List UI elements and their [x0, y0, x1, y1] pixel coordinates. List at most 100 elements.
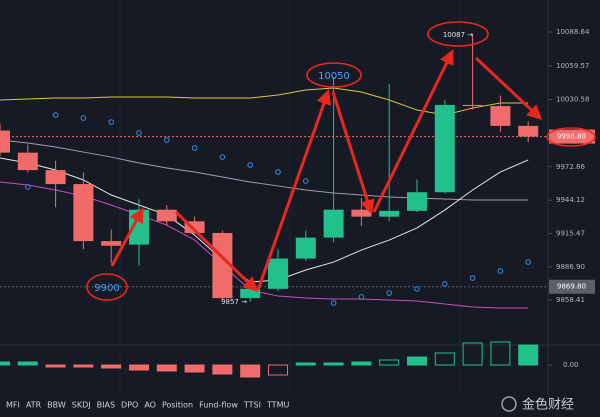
y-tick-label: 0.00: [563, 361, 579, 369]
histogram-bar: [490, 341, 511, 366]
candle-body: [518, 125, 539, 137]
price-tag-label: 9998.80: [557, 133, 586, 141]
sar-dot: [386, 290, 393, 296]
candle-body: [73, 184, 94, 242]
y-tick-label: 9858.41: [556, 296, 585, 304]
y-tick-label: 10088.64: [556, 28, 590, 36]
y-tick-label: 9972.86: [556, 163, 585, 171]
toolbar-item[interactable]: DPO: [121, 401, 138, 410]
histogram-bar: [323, 362, 344, 366]
toolbar: MFI ATR BBW SKDJ BIAS DPO AO Position Fund-flow T…: [6, 401, 289, 410]
candle-body: [490, 106, 511, 126]
ellipse: [546, 127, 596, 147]
toolbar-item[interactable]: SKDJ: [72, 401, 91, 410]
histogram-bar: [184, 364, 205, 373]
candle-body: [212, 232, 233, 299]
histogram-bar: [295, 362, 316, 366]
candle-body: [295, 237, 316, 259]
price-tag: [549, 129, 595, 144]
y-tick-label: 10059.57: [556, 62, 589, 70]
y-tick-label: 9915.47: [556, 230, 585, 238]
ellipse: [427, 21, 489, 47]
toolbar-item[interactable]: TTMU: [266, 401, 290, 410]
indicator-line: [0, 139, 529, 201]
histogram-bar: [379, 359, 400, 366]
sar-dot: [525, 259, 532, 265]
candle-body: [17, 152, 38, 171]
candle-body: [323, 209, 344, 238]
histogram-bar: [434, 352, 455, 366]
histogram-bar: [407, 356, 427, 366]
arrows: [110, 49, 543, 293]
arrow: [372, 49, 454, 213]
candle-body: [45, 170, 66, 185]
toolbar-item[interactable]: TTSI: [243, 401, 261, 410]
y-tick-label: 10030.58: [556, 96, 589, 104]
watermark: 金色财经: [501, 396, 574, 413]
y-tick-label: 9886.90: [556, 263, 585, 271]
candle-body: [156, 209, 177, 222]
candle-body: [407, 192, 427, 211]
sar-dot: [80, 115, 87, 121]
sar-dot: [164, 137, 170, 143]
ellipse: [306, 62, 362, 88]
sar-dot: [497, 268, 504, 274]
sar-dot: [358, 294, 365, 300]
candle-body: [379, 210, 400, 217]
sar-dot: [330, 300, 337, 306]
arrow: [110, 207, 144, 267]
candle-body: [434, 104, 455, 193]
y-tick-label: 9944.12: [556, 196, 585, 204]
sar-dot: [442, 281, 448, 287]
toolbar-item[interactable]: ATR: [26, 401, 42, 410]
histogram-bar: [518, 344, 539, 366]
candle-body: [462, 104, 483, 107]
toolbar-item[interactable]: BBW: [47, 401, 66, 410]
histogram-bar: [0, 361, 10, 366]
candle-body: [240, 288, 261, 299]
sar-dot: [191, 145, 198, 151]
price-tag-label: 9869.80: [557, 283, 586, 291]
toolbar-item[interactable]: MFI: [6, 401, 20, 410]
candle-body: [184, 221, 205, 233]
annotation: 9857 →: [221, 298, 247, 306]
sar-dot: [25, 184, 31, 190]
toolbar-item[interactable]: Position: [162, 401, 193, 410]
price-tag: [549, 279, 595, 294]
candle-body: [101, 241, 122, 246]
histogram-bar: [156, 364, 177, 372]
sar-dot: [247, 162, 253, 168]
annotation: 9900: [94, 283, 119, 294]
toolbar-item[interactable]: AO: [144, 401, 156, 410]
histogram-bar: [73, 364, 94, 368]
sar-dot: [275, 169, 281, 175]
plot: 10088.64 10059.57 10030.58 9972.86 9944.12 99…: [0, 28, 595, 378]
toolbar-item[interactable]: Fund-flow: [199, 401, 238, 410]
histogram-bar: [351, 361, 372, 366]
candle-body: [268, 258, 288, 289]
toolbar-item[interactable]: BIAS: [97, 401, 115, 410]
sar-dot: [52, 112, 59, 118]
arrow: [331, 91, 375, 215]
sar-dot: [469, 275, 476, 281]
sar-dot: [414, 286, 420, 292]
candle-body: [351, 209, 372, 217]
annotation-layer: [86, 21, 596, 301]
arrow: [174, 210, 259, 293]
arrow: [256, 89, 332, 291]
annotation: 10050: [318, 71, 350, 82]
sar-dot: [136, 130, 142, 136]
histogram-bar: [240, 364, 261, 378]
histogram-bar: [101, 364, 122, 369]
arrow: [474, 56, 543, 121]
histogram-bar: [212, 364, 233, 375]
candle-body: [0, 130, 10, 153]
sar-dot: [303, 178, 309, 184]
sar-dot: [219, 154, 226, 160]
sar-dot: [108, 119, 114, 125]
annotation: 10087 →: [443, 31, 473, 39]
histogram-bar: [45, 364, 66, 368]
ellipse: [86, 273, 128, 301]
